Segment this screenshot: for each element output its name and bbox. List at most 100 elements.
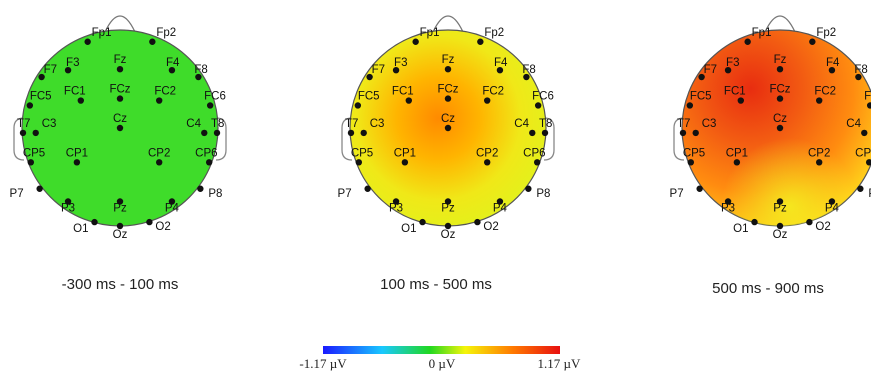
electrode-label-f4: F4 — [166, 57, 180, 69]
electrode-f8 — [523, 73, 530, 81]
electrode-o2 — [806, 218, 813, 226]
electrode-label-fp2: Fp2 — [156, 27, 176, 39]
electrode-label-f4: F4 — [826, 57, 840, 69]
electrode-p8 — [525, 185, 532, 192]
electrode-c3 — [692, 129, 699, 137]
electrode-label-fcz: FCz — [437, 84, 458, 96]
electrode-fcz — [776, 95, 784, 102]
electrode-c4 — [529, 129, 536, 137]
electrode-fc6 — [866, 102, 871, 109]
electrode-label-fp2: Fp2 — [816, 27, 836, 39]
electrode-label-t7: T7 — [677, 118, 690, 130]
electrode-label-fc1: FC1 — [392, 86, 414, 98]
electrode-label-p4: P4 — [165, 203, 180, 215]
electrode-cp1 — [73, 159, 81, 166]
electrode-fcz — [116, 95, 124, 102]
electrode-c4 — [861, 129, 868, 137]
electrode-p7 — [364, 185, 371, 192]
head-map-3: Fp1Fp2F7F3FzF4F8FC5FC1FCzFC2FC6T7C3CzC4T… — [670, 15, 871, 241]
electrode-fp1 — [744, 38, 751, 45]
electrode-o2 — [146, 218, 153, 226]
electrode-pz — [444, 198, 452, 205]
electrode-label-cp1: CP1 — [394, 147, 416, 159]
electrode-label-fc5: FC5 — [358, 90, 380, 102]
electrode-label-p4: P4 — [493, 203, 508, 215]
electrode-cp6 — [865, 159, 871, 166]
electrode-label-fc2: FC2 — [814, 86, 836, 98]
electrode-cz — [444, 124, 452, 132]
colorbar-mid-label: 0 µV — [428, 356, 456, 371]
electrode-p7 — [36, 185, 43, 192]
nose-outline — [104, 15, 136, 33]
colorbar-min-label: -1.17 µV — [299, 356, 347, 371]
electrode-f3 — [392, 66, 400, 74]
electrode-label-cp2: CP2 — [808, 147, 830, 159]
electrode-label-fz: Fz — [774, 54, 787, 66]
electrode-fc2 — [816, 97, 823, 104]
electrode-cp2 — [484, 159, 491, 166]
electrode-label-cp1: CP1 — [726, 147, 748, 159]
electrode-f4 — [168, 66, 176, 74]
colorbar — [323, 346, 560, 354]
electrode-cz — [116, 124, 124, 132]
electrode-label-p4: P4 — [825, 203, 840, 215]
electrode-label-fp1: Fp1 — [92, 27, 112, 39]
electrode-label-f3: F3 — [66, 57, 79, 69]
electrode-fc5 — [686, 102, 694, 109]
electrode-f3 — [64, 66, 72, 74]
electrode-cp6 — [205, 159, 213, 166]
left-ear-outline — [13, 117, 25, 161]
nose-outline — [432, 15, 464, 33]
electrode-p3 — [64, 198, 72, 205]
electrode-f7 — [366, 73, 373, 81]
electrode-label-pz: Pz — [773, 203, 787, 215]
electrode-label-p8: P8 — [536, 188, 550, 200]
electrode-cp6 — [533, 159, 541, 166]
electrode-label-f3: F3 — [726, 57, 739, 69]
electrode-f4 — [828, 66, 836, 74]
electrode-o1 — [419, 218, 426, 226]
electrode-t8 — [541, 129, 549, 137]
electrode-label-t7: T7 — [17, 118, 30, 130]
electrode-fz — [776, 66, 784, 73]
electrode-label-o2: O2 — [483, 221, 498, 233]
electrode-p8 — [197, 185, 204, 192]
electrode-label-c4: C4 — [186, 118, 201, 130]
electrode-label-p3: P3 — [61, 203, 75, 215]
electrode-label-cp2: CP2 — [148, 147, 170, 159]
electrode-label-fc6: FC6 — [204, 90, 226, 102]
electrode-label-p7: P7 — [338, 188, 352, 200]
electrode-label-fp2: Fp2 — [484, 27, 504, 39]
electrode-fcz — [444, 95, 452, 102]
electrode-fc5 — [26, 102, 34, 109]
electrode-label-p8: P8 — [868, 188, 871, 200]
electrode-fp2 — [477, 38, 484, 45]
electrode-fz — [116, 66, 124, 73]
electrode-p8 — [857, 185, 864, 192]
colorbar-max-label: 1.17 µV — [537, 356, 581, 371]
electrode-label-fcz: FCz — [109, 84, 130, 96]
time-window-label-1: -300 ms - 100 ms — [61, 276, 179, 293]
electrode-cp1 — [401, 159, 409, 166]
head-map-2: Fp1 Fp2 F7 F3 Fz F4 F8 FC5 FC1 FCz FC2 FC6 T7 C3 Cz C4 T… — [338, 15, 555, 241]
electrode-label-c3: C3 — [702, 118, 717, 130]
electrode-t7 — [19, 129, 27, 137]
electrode-cp2 — [816, 159, 823, 166]
electrode-label-f3: F3 — [394, 57, 407, 69]
electrode-label-c3: C3 — [42, 118, 57, 130]
electrode-label-fp1: Fp1 — [420, 27, 440, 39]
electrode-fc2 — [484, 97, 491, 104]
electrode-p3 — [392, 198, 400, 205]
electrode-label-f7: F7 — [372, 64, 385, 76]
electrode-label-oz: Oz — [113, 229, 128, 241]
right-ear-outline — [215, 117, 227, 161]
electrode-pz — [116, 198, 124, 205]
electrode-label-cp5: CP5 — [351, 147, 373, 159]
electrode-label-cp2: CP2 — [476, 147, 498, 159]
electrode-cp5 — [687, 159, 695, 166]
electrode-label-o2: O2 — [815, 221, 830, 233]
electrode-label-fc6: FC6 — [532, 90, 554, 102]
nose-outline — [764, 15, 796, 33]
electrode-c4 — [201, 129, 208, 137]
